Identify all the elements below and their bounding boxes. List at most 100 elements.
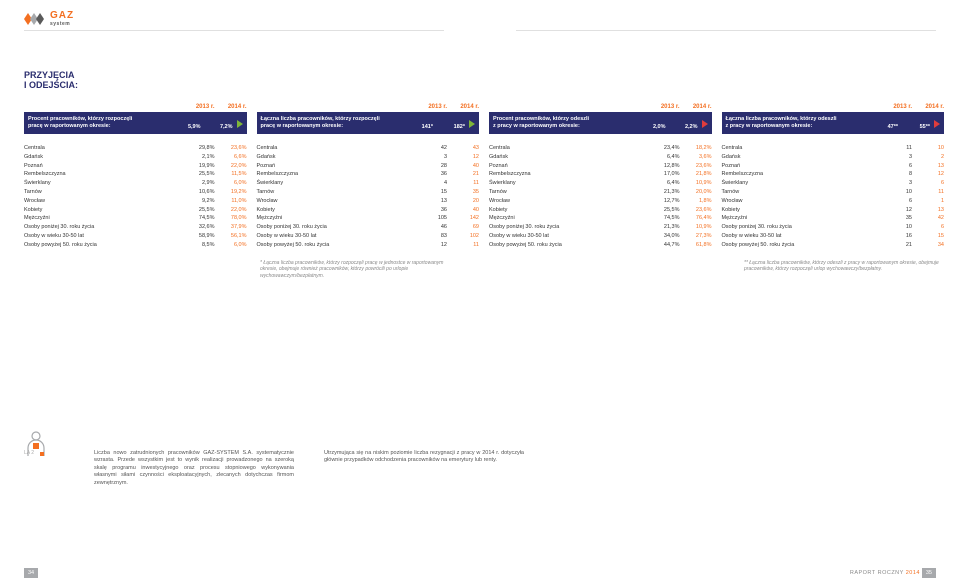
- row-value-2014: 12: [447, 153, 479, 162]
- table-row: Rembelszczyzna 8 12: [722, 170, 945, 179]
- row-value-2013: 28: [415, 162, 447, 171]
- row-label: Osoby w wieku 30-50 lat: [257, 232, 416, 241]
- bar-label: Łączna liczba pracowników, którzy rozpoc…: [261, 116, 402, 130]
- row-value-2014: 12: [912, 170, 944, 179]
- table-row: Kobiety 12 13: [722, 206, 945, 215]
- row-value-2014: 10: [912, 144, 944, 153]
- row-label: Tarnów: [489, 188, 648, 197]
- table-row: Poznań 12,8% 23,6%: [489, 162, 712, 171]
- row-label: Poznań: [24, 162, 183, 171]
- row-value-2013: 10,6%: [183, 188, 215, 197]
- divider-left: [24, 30, 444, 31]
- table-row: Świerklany 6,4% 10,9%: [489, 179, 712, 188]
- bar-label: Procent pracowników, którzy odeszli z pr…: [493, 116, 634, 130]
- table-row: Centrala 42 43: [257, 144, 480, 153]
- table-row: Tarnów 21,3% 20,0%: [489, 188, 712, 197]
- row-value-2014: 11,0%: [215, 197, 247, 206]
- rows: Centrala 29,8% 23,6% Gdańsk 2,1% 6,6% Po…: [24, 144, 247, 250]
- row-label: Mężczyźni: [257, 214, 416, 223]
- row-value-2014: 6,0%: [215, 241, 247, 250]
- table-row: Mężczyźni 74,5% 76,4%: [489, 214, 712, 223]
- table-row: Osoby w wieku 30-50 lat 58,9% 56,1%: [24, 232, 247, 241]
- page-number-right: 35: [922, 568, 936, 578]
- rows: Centrala 11 10 Gdańsk 3 2 Poznań 6 13 Re…: [722, 144, 945, 250]
- row-label: Świerklany: [24, 179, 183, 188]
- row-value-2013: 44,7%: [648, 241, 680, 250]
- table-row: Kobiety 25,5% 22,0%: [24, 206, 247, 215]
- table-row: Rembelszczyzna 36 21: [257, 170, 480, 179]
- row-label: Gdańsk: [722, 153, 881, 162]
- table-row: Osoby powyżej 50. roku życia 8,5% 6,0%: [24, 241, 247, 250]
- row-label: Rembelszczyzna: [489, 170, 648, 179]
- year-2014: 2014 r.: [912, 104, 944, 110]
- bar-value-2014: 2,2%: [666, 124, 698, 130]
- row-value-2013: 42: [415, 144, 447, 153]
- table-row: Osoby powyżej 50. roku życia 12 11: [257, 241, 480, 250]
- row-label: Gdańsk: [489, 153, 648, 162]
- row-label: Gdańsk: [257, 153, 416, 162]
- bottom-text: LA 2 Liczba nowo zatrudnionych pracownik…: [24, 450, 944, 487]
- bar-value-2014: 55**: [898, 124, 930, 130]
- row-label: Osoby poniżej 30. roku życia: [257, 223, 416, 232]
- table-row: Wrocław 12,7% 1,8%: [489, 197, 712, 206]
- row-label: Kobiety: [489, 206, 648, 215]
- row-label: Wrocław: [722, 197, 881, 206]
- bar-value-2014: 7,2%: [201, 124, 233, 130]
- footnote-right: ** Łączna liczba pracowników, którzy ode…: [744, 260, 944, 280]
- bar-value-2013: 5,9%: [169, 124, 201, 130]
- logo-sub: system: [50, 21, 74, 27]
- data-block: 2013 r.2014 r. Łączna liczba pracowników…: [722, 104, 945, 250]
- row-value-2014: 40: [447, 206, 479, 215]
- row-value-2014: 10,9%: [680, 179, 712, 188]
- row-value-2013: 2,9%: [183, 179, 215, 188]
- row-label: Osoby poniżej 30. roku życia: [489, 223, 648, 232]
- row-value-2013: 6,4%: [648, 179, 680, 188]
- table-row: Mężczyźni 105 142: [257, 214, 480, 223]
- row-value-2013: 36: [415, 170, 447, 179]
- arrow-icon: [237, 120, 243, 130]
- row-label: Osoby powyżej 50. roku życia: [722, 241, 881, 250]
- row-label: Tarnów: [257, 188, 416, 197]
- row-value-2014: 21: [447, 170, 479, 179]
- row-label: Świerklany: [257, 179, 416, 188]
- row-value-2013: 34,0%: [648, 232, 680, 241]
- row-value-2014: 19,2%: [215, 188, 247, 197]
- row-value-2013: 10: [880, 188, 912, 197]
- table-row: Wrocław 6 1: [722, 197, 945, 206]
- year-2014: 2014 r.: [680, 104, 712, 110]
- row-value-2013: 11: [880, 144, 912, 153]
- table-row: Tarnów 10,6% 19,2%: [24, 188, 247, 197]
- row-label: Gdańsk: [24, 153, 183, 162]
- bar-label: Procent pracowników, którzy rozpoczęli p…: [28, 116, 169, 130]
- summary-bar: Łączna liczba pracowników, którzy odeszl…: [722, 112, 945, 134]
- table-row: Poznań 6 13: [722, 162, 945, 171]
- table-row: Gdańsk 2,1% 6,6%: [24, 153, 247, 162]
- arrow-icon: [702, 120, 708, 130]
- row-value-2013: 12: [880, 206, 912, 215]
- row-value-2014: 13: [912, 162, 944, 171]
- section-heading: PRZYJĘCIA I ODEJŚCIA:: [24, 70, 944, 90]
- row-value-2014: 34: [912, 241, 944, 250]
- row-value-2014: 40: [447, 162, 479, 171]
- page-number-left: 34: [24, 568, 38, 578]
- table-row: Wrocław 9,2% 11,0%: [24, 197, 247, 206]
- years-header: 2013 r.2014 r.: [489, 104, 712, 110]
- row-value-2014: 61,8%: [680, 241, 712, 250]
- row-value-2013: 23,4%: [648, 144, 680, 153]
- row-label: Rembelszczyzna: [722, 170, 881, 179]
- table-row: Gdańsk 6,4% 3,6%: [489, 153, 712, 162]
- row-label: Osoby powyżej 50. roku życia: [24, 241, 183, 250]
- divider-right: [516, 30, 936, 31]
- row-value-2014: 2: [912, 153, 944, 162]
- row-value-2013: 3: [415, 153, 447, 162]
- row-value-2014: 11,5%: [215, 170, 247, 179]
- row-label: Poznań: [489, 162, 648, 171]
- summary-bar: Procent pracowników, którzy odeszli z pr…: [489, 112, 712, 134]
- la-tag-text: LA 2: [24, 450, 34, 456]
- table-row: Osoby poniżej 30. roku życia 32,6% 37,9%: [24, 223, 247, 232]
- logo-text: GAZ system: [50, 10, 74, 27]
- row-value-2014: 20,0%: [680, 188, 712, 197]
- row-label: Rembelszczyzna: [24, 170, 183, 179]
- table-row: Osoby w wieku 30-50 lat 83 102: [257, 232, 480, 241]
- table-row: Świerklany 4 11: [257, 179, 480, 188]
